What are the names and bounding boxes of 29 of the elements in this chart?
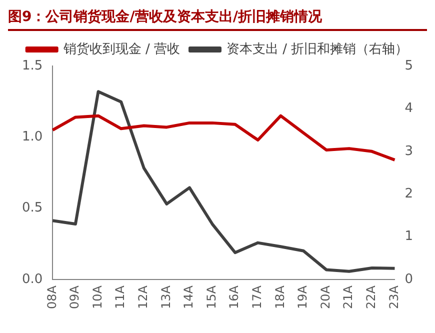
x-tick-label: 20A [318, 284, 332, 310]
x-tick-label: 23A [386, 284, 401, 310]
x-tick-label: 11A [113, 284, 128, 310]
x-tick-label: 21A [341, 284, 356, 310]
x-tick-label: 09A [68, 284, 82, 310]
legend-label: 资本支出 / 折旧和摊销（右轴） [226, 42, 408, 57]
x-tick-label: 17A [250, 284, 264, 310]
x-tick-label: 08A [44, 284, 59, 310]
chart-title: 图9：公司销货现金/营收及资本支出/折旧摊销情况 [8, 8, 427, 31]
y2-tick-label: 0 [404, 272, 414, 287]
y2-tick-label: 3 [404, 144, 414, 159]
y-tick-label: 1.0 [22, 130, 43, 145]
x-tick-label: 14A [182, 284, 196, 310]
y2-tick-label: 2 [404, 186, 414, 202]
y-tick-label: 1.5 [22, 58, 43, 74]
x-tick-label: 10A [90, 284, 104, 310]
legend-label: 销货收到现金 / 营收 [62, 42, 180, 57]
y-tick-label: 0.5 [22, 200, 43, 216]
x-tick-label: 12A [136, 284, 150, 310]
y-tick-label: 0.0 [22, 272, 43, 287]
x-tick-label: 22A [364, 284, 378, 310]
x-tick-label: 19A [296, 284, 310, 310]
x-tick-label: 15A [204, 284, 218, 310]
y2-tick-label: 4 [404, 101, 414, 116]
x-tick-label: 13A [158, 284, 173, 310]
y2-tick-label: 1 [404, 229, 414, 244]
x-tick-label: 16A [227, 284, 242, 310]
x-tick-label: 18A [272, 284, 287, 310]
y2-tick-label: 5 [404, 58, 414, 74]
